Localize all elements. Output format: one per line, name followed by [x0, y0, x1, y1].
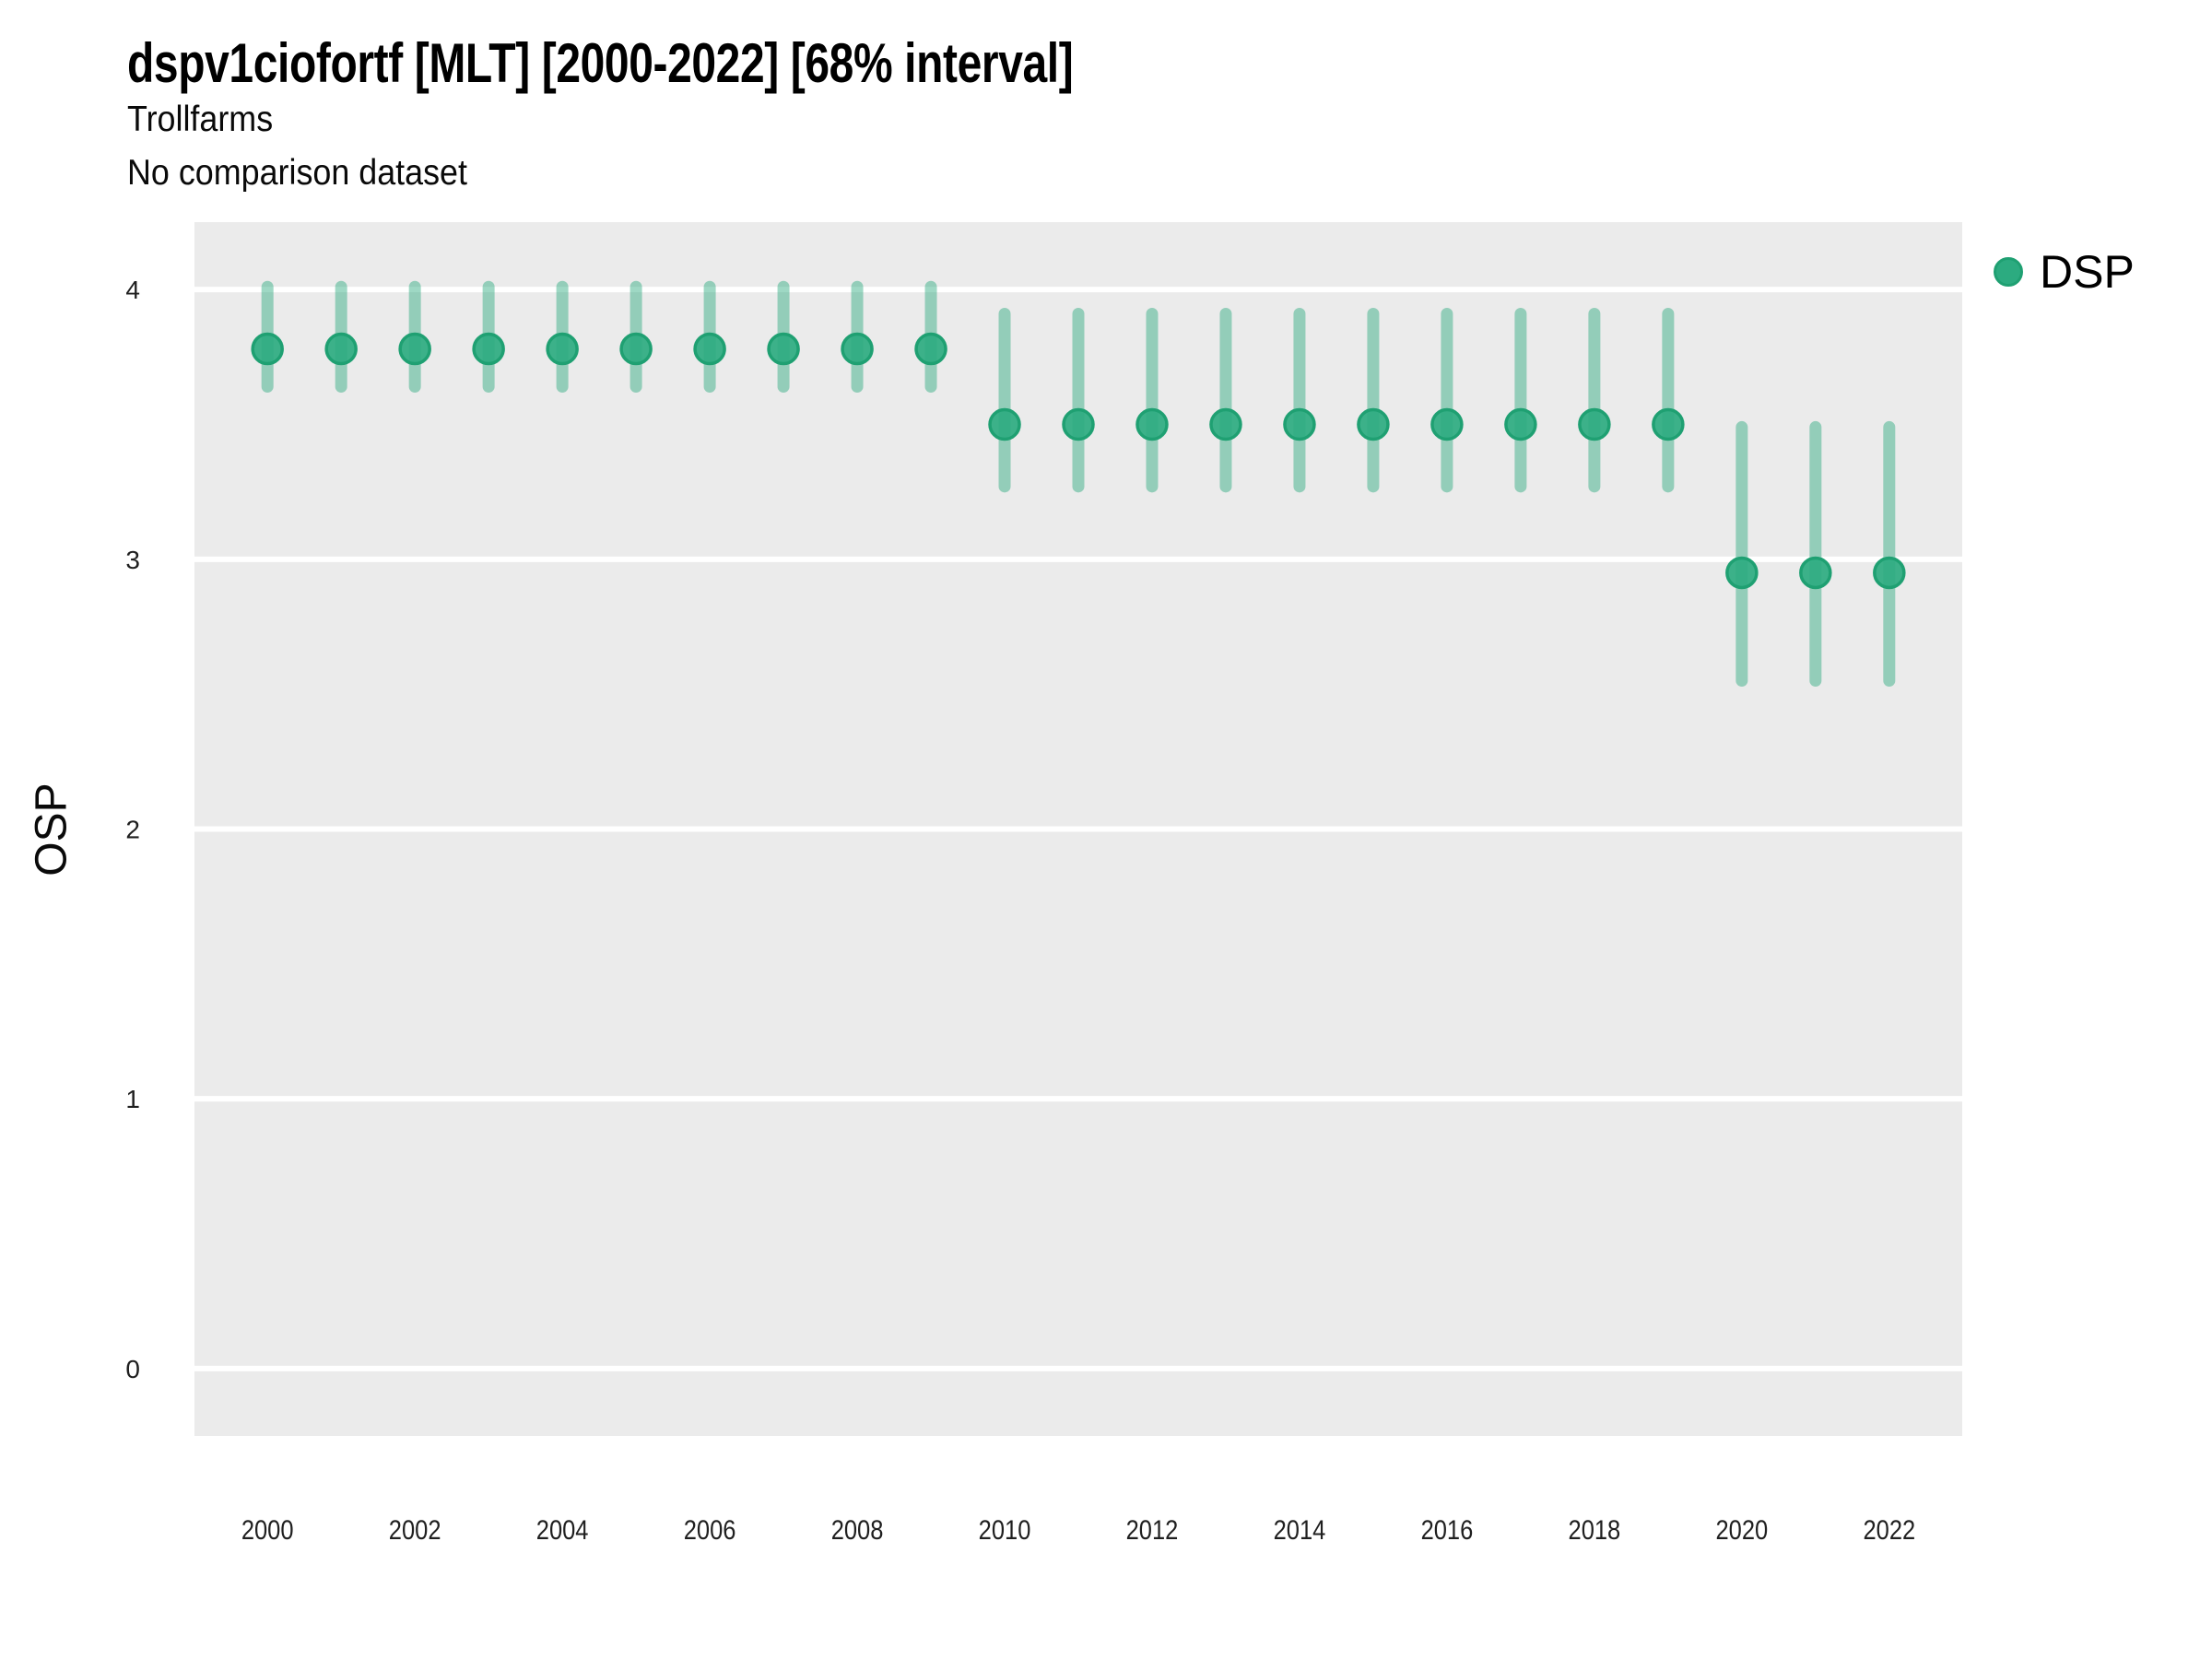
chart-subtitle: Trollfarms — [127, 100, 274, 139]
x-tick-label-2000: 2000 — [241, 1514, 294, 1545]
y-tick-label-0: 0 — [125, 1355, 140, 1383]
data-point-2020 — [1725, 556, 1759, 590]
legend-label: DSP — [2040, 246, 2135, 298]
y-tick-label-2: 2 — [125, 816, 140, 844]
x-tick-label-2008: 2008 — [831, 1514, 884, 1545]
x-tick-label-2022: 2022 — [1863, 1514, 1915, 1545]
data-point-2010 — [988, 407, 1021, 441]
y-tick-label-3: 3 — [125, 546, 140, 574]
y-tick-label-1: 1 — [125, 1085, 140, 1113]
data-point-2019 — [1652, 407, 1685, 441]
data-point-2018 — [1578, 407, 1611, 441]
data-point-2012 — [1135, 407, 1169, 441]
x-tick-label-2010: 2010 — [979, 1514, 1031, 1545]
data-point-2004 — [546, 332, 579, 366]
data-point-2011 — [1062, 407, 1095, 441]
data-point-2016 — [1430, 407, 1464, 441]
x-tick-label-2002: 2002 — [389, 1514, 441, 1545]
x-tick-label-2014: 2014 — [1274, 1514, 1326, 1545]
data-point-2017 — [1504, 407, 1537, 441]
data-point-2008 — [841, 332, 874, 366]
data-point-2007 — [767, 332, 800, 366]
data-point-2000 — [251, 332, 284, 366]
data-point-2015 — [1357, 407, 1390, 441]
data-point-2003 — [472, 332, 505, 366]
x-tick-label-2006: 2006 — [684, 1514, 736, 1545]
data-point-2002 — [398, 332, 431, 366]
legend: DSP — [1994, 249, 2135, 295]
data-point-2006 — [693, 332, 726, 366]
legend-point-icon — [1994, 257, 2023, 287]
data-point-2013 — [1209, 407, 1242, 441]
x-tick-label-2018: 2018 — [1569, 1514, 1621, 1545]
data-point-2022 — [1873, 556, 1906, 590]
x-tick-label-2004: 2004 — [536, 1514, 589, 1545]
x-tick-label-2012: 2012 — [1126, 1514, 1179, 1545]
x-tick-label-2020: 2020 — [1715, 1514, 1768, 1545]
y-tick-label-4: 4 — [125, 276, 140, 304]
data-point-2005 — [619, 332, 653, 366]
x-tick-label-2016: 2016 — [1421, 1514, 1474, 1545]
data-point-2001 — [324, 332, 358, 366]
chart-comparison-note: No comparison dataset — [127, 153, 467, 193]
data-point-2021 — [1799, 556, 1832, 590]
chart-title: dspv1ciofortf [MLT] [2000-2022] [68% int… — [127, 32, 1074, 94]
data-point-2014 — [1283, 407, 1316, 441]
data-point-2009 — [914, 332, 947, 366]
